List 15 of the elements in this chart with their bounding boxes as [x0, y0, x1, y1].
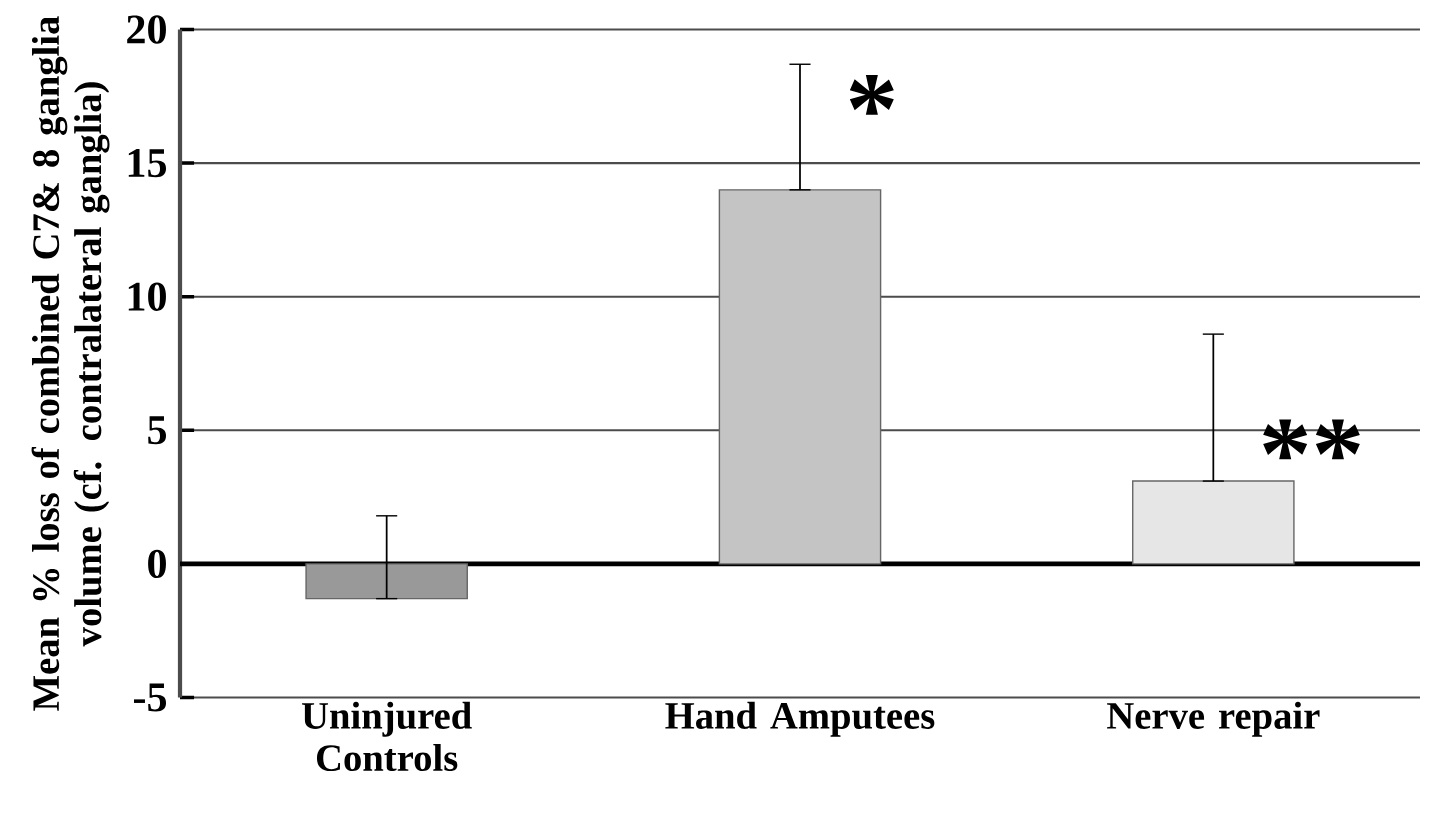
x-tick-label: Hand Amputees [665, 702, 935, 738]
y-tick-label: 10 [128, 282, 166, 312]
y-tick-label: 0 [148, 549, 166, 579]
y-tick-label: 5 [148, 416, 167, 445]
bar [718, 189, 882, 565]
y-tick-label: -5 [134, 683, 167, 712]
annotation: * [849, 75, 894, 115]
y-tick-label: 20 [127, 15, 166, 44]
bar [1132, 480, 1295, 565]
x-tick-label: Nerve repair [1107, 702, 1320, 738]
x-tick-label: Uninjured Controls [302, 702, 472, 772]
annotation: ** [1263, 419, 1360, 460]
bar [305, 563, 468, 600]
y-axis-title: Mean % loss of combined C7& 8 ganglia volume (cf. contralateral ganglia) [31, 16, 110, 712]
y-tick-label: 15 [128, 149, 167, 178]
